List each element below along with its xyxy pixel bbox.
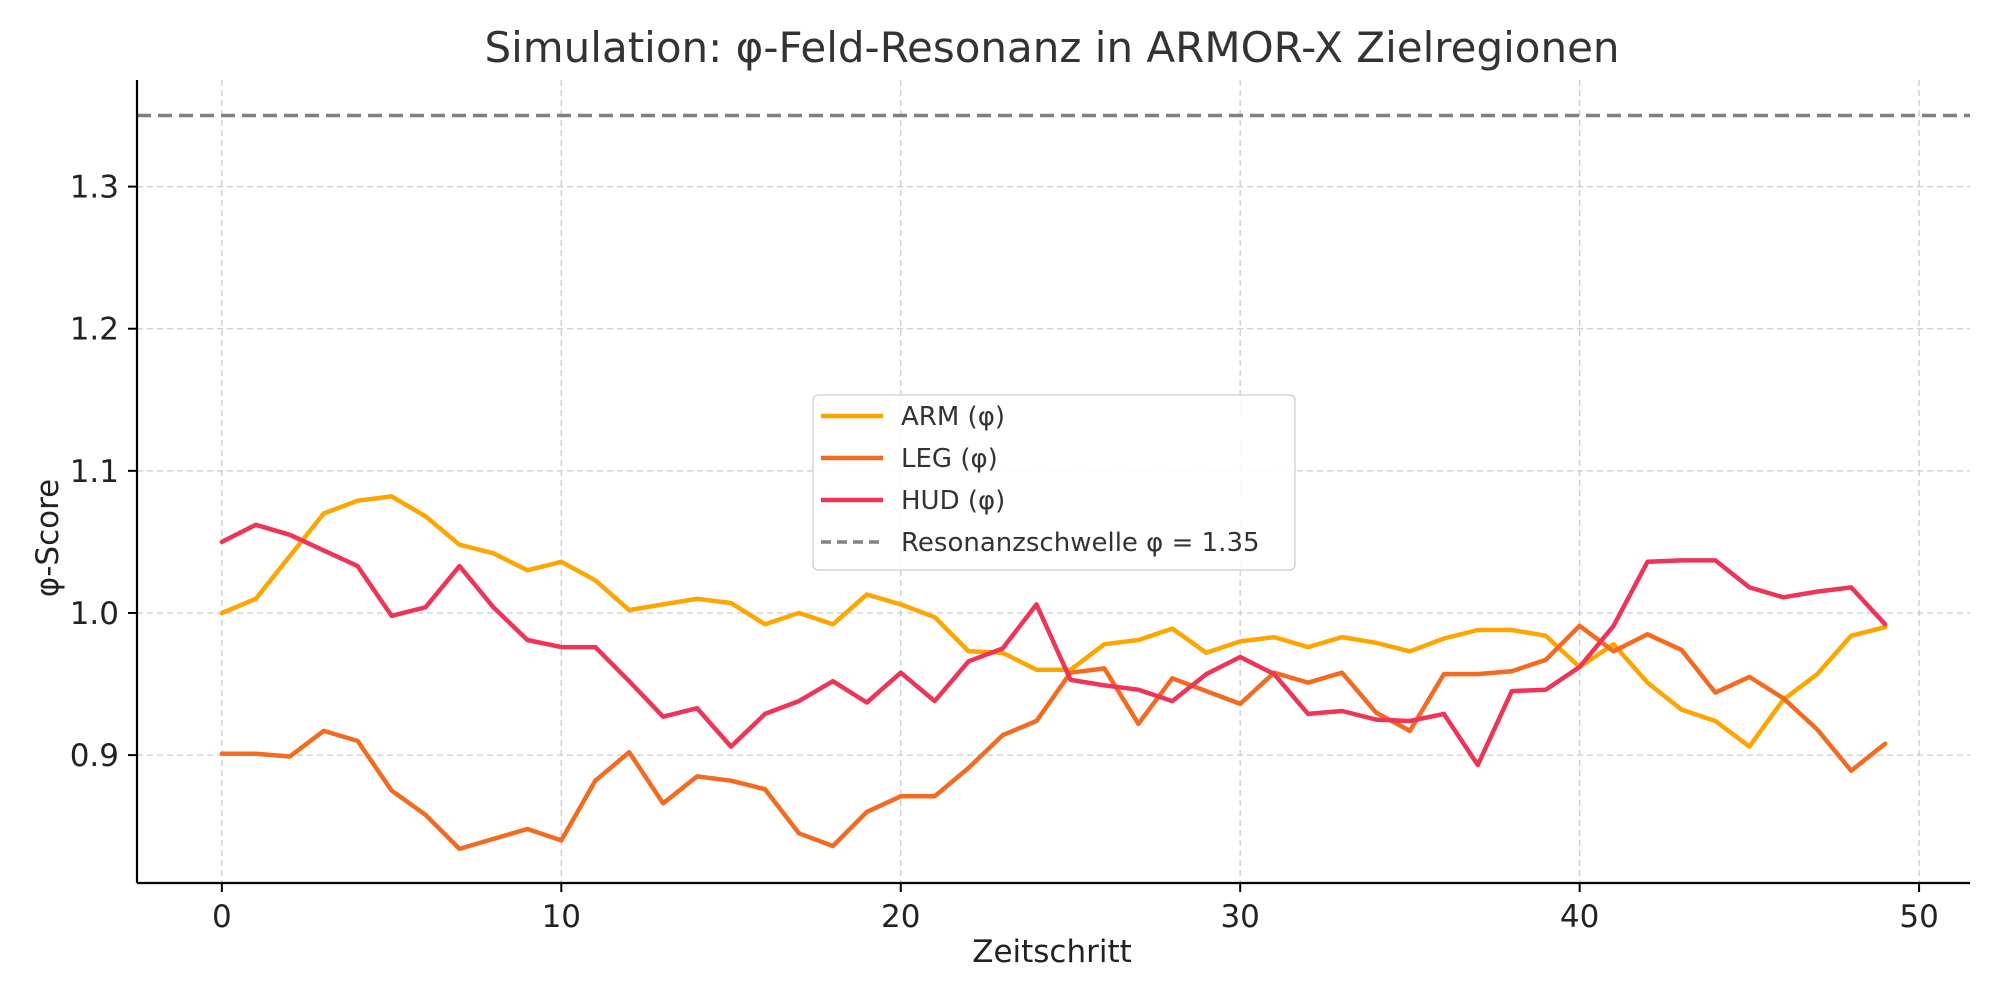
series-layer — [219, 494, 1888, 852]
x-tick-label: 20 — [881, 899, 920, 935]
x-tick-label: 30 — [1220, 899, 1259, 935]
legend-label: LEG (φ) — [901, 444, 998, 474]
legend-label: ARM (φ) — [901, 402, 1005, 432]
y-axis-label: φ-Score — [30, 479, 66, 597]
x-tick-label: 40 — [1560, 899, 1599, 935]
y-tick-label: 0.9 — [70, 738, 119, 774]
x-tick-label: 10 — [542, 899, 581, 935]
legend: ARM (φ) LEG (φ) HUD (φ) Resonanzschwelle φ … — [812, 394, 1296, 571]
x-axis-label: Zeitschritt — [972, 934, 1132, 970]
x-tick-label: 0 — [212, 899, 232, 935]
y-tick-label: 1.3 — [70, 170, 119, 206]
ticks-layer: 0 10 20 30 40 50 0.9 1.0 1.1 1.2 1.3 — [70, 170, 1939, 935]
axes-layer — [135, 80, 1970, 885]
series-line-3 — [219, 522, 1888, 768]
x-tick-label: 50 — [1899, 899, 1938, 935]
legend-label: HUD (φ) — [901, 486, 1005, 516]
y-tick-label: 1.0 — [70, 596, 119, 632]
series-line-2 — [219, 623, 1888, 852]
legend-box — [812, 394, 1296, 571]
chart-title: Simulation: φ-Feld-Resonanz in ARMOR-X Z… — [484, 23, 1619, 72]
y-tick-label: 1.2 — [70, 312, 119, 348]
y-tick-label: 1.1 — [70, 454, 119, 490]
legend-label: Resonanzschwelle φ = 1.35 — [901, 528, 1260, 558]
